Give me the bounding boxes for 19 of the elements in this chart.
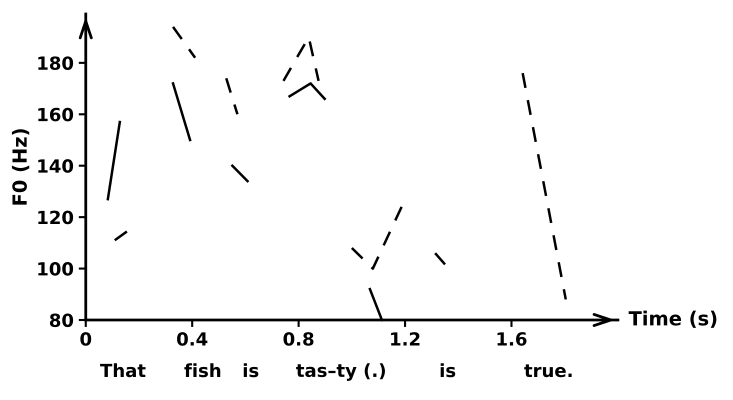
- y-tick-label: 140: [38, 159, 74, 173]
- y-tick-label: 180: [38, 56, 74, 70]
- text: tas–ty (.): [296, 363, 385, 381]
- y-tick-label: 120: [38, 210, 74, 224]
- text: true.: [524, 364, 572, 378]
- y-axis-title: F0 (Hz): [12, 129, 30, 205]
- x-tick-label: 1.6: [498, 332, 527, 346]
- text: is: [244, 363, 258, 378]
- y-tick-label: 100: [38, 262, 74, 276]
- y-tick-label: 80: [50, 313, 74, 328]
- text: fish: [184, 363, 220, 378]
- x-axis-title: Time (s): [628, 310, 716, 328]
- x-tick-label: 0: [80, 332, 92, 346]
- x-tick-label: 0.8: [283, 332, 314, 346]
- x-tick-label: 0.4: [177, 332, 208, 346]
- x-tick-label: 1.2: [391, 332, 420, 346]
- y-tick-label: 160: [38, 108, 74, 122]
- text: is: [440, 363, 456, 378]
- text: That: [100, 363, 146, 378]
